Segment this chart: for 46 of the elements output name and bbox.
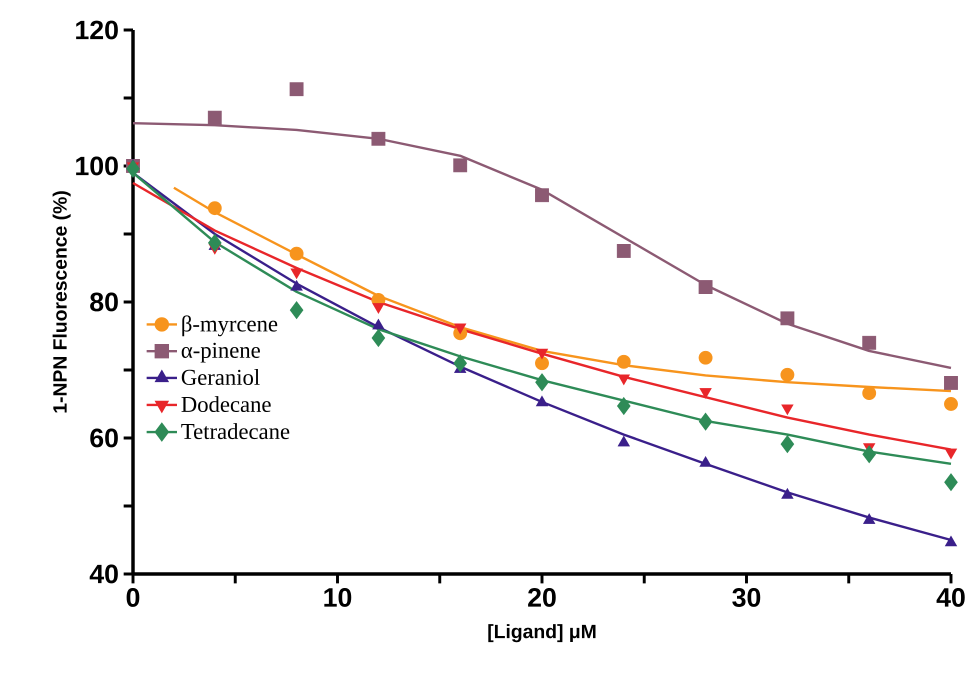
point — [535, 356, 549, 370]
x-tick-label: 40 — [936, 588, 965, 607]
point — [617, 397, 631, 415]
y-axis-title: 1-NPN Fluorescence (%) — [52, 191, 71, 413]
y-tick-label: 120 — [76, 20, 118, 40]
x-tick-label: 0 — [126, 588, 140, 607]
x-tick-label: 10 — [324, 588, 352, 607]
point — [698, 350, 713, 365]
point — [616, 244, 631, 258]
point — [290, 82, 304, 96]
point — [944, 376, 958, 390]
legend-label: Tetradecane — [181, 423, 290, 440]
point — [698, 412, 712, 431]
point — [780, 435, 794, 454]
legend-label: α-pinene — [182, 342, 260, 363]
legend-label: β-myrcene — [182, 315, 278, 336]
x-tick-label: 20 — [528, 588, 556, 607]
point — [780, 368, 794, 382]
point — [535, 373, 549, 392]
point — [208, 110, 222, 125]
point — [453, 158, 468, 172]
y-tick-label: 40 — [90, 564, 118, 584]
legend-label: Geraniol — [182, 369, 260, 385]
point — [616, 354, 631, 369]
y-tick-label: 60 — [90, 428, 118, 448]
y-tick-label: 80 — [90, 292, 118, 312]
x-tick-label: 30 — [732, 588, 760, 607]
point — [944, 397, 958, 411]
point — [290, 301, 304, 320]
point — [944, 473, 958, 492]
y-tick-label: 100 — [76, 156, 118, 176]
point — [862, 386, 876, 400]
point — [780, 311, 794, 326]
legend-label: Dodecane — [182, 396, 271, 412]
point — [862, 445, 876, 464]
point — [698, 280, 713, 294]
point — [208, 201, 222, 216]
point — [372, 329, 386, 347]
point — [453, 354, 467, 372]
point — [290, 246, 304, 261]
point — [535, 188, 549, 202]
x-axis-title: [Ligand] μM — [488, 624, 596, 642]
point — [208, 234, 222, 252]
point — [371, 132, 386, 146]
point — [862, 336, 876, 350]
point — [126, 160, 140, 178]
